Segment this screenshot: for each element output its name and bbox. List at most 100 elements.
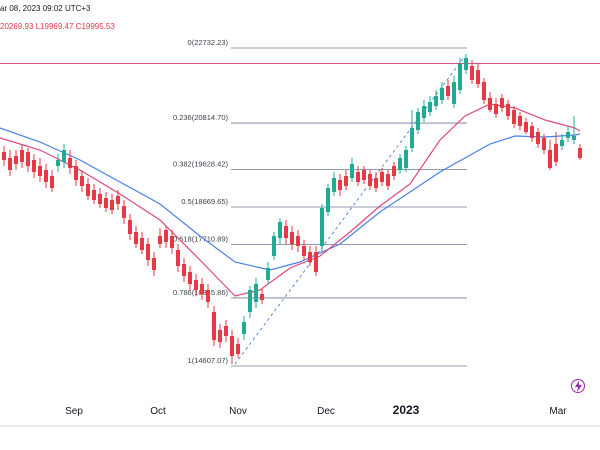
- candle[interactable]: [272, 232, 276, 260]
- candle[interactable]: [446, 80, 450, 100]
- candle[interactable]: [110, 194, 114, 214]
- candle[interactable]: [98, 188, 102, 208]
- candle[interactable]: [308, 246, 312, 266]
- candle[interactable]: [266, 262, 270, 284]
- candle[interactable]: [230, 330, 234, 364]
- candle[interactable]: [332, 172, 336, 196]
- candle[interactable]: [566, 126, 570, 142]
- candle[interactable]: [116, 190, 120, 210]
- candle[interactable]: [548, 140, 552, 170]
- candle[interactable]: [476, 64, 480, 88]
- candle[interactable]: [368, 170, 372, 190]
- candle[interactable]: [494, 98, 498, 118]
- candle[interactable]: [290, 226, 294, 250]
- candle[interactable]: [152, 252, 156, 276]
- candle[interactable]: [20, 144, 24, 168]
- candle[interactable]: [386, 170, 390, 190]
- candle[interactable]: [80, 170, 84, 192]
- candle[interactable]: [578, 144, 582, 160]
- candle[interactable]: [314, 246, 318, 276]
- candle[interactable]: [158, 228, 162, 248]
- candle[interactable]: [206, 284, 210, 308]
- candle[interactable]: [176, 244, 180, 272]
- candle[interactable]: [92, 184, 96, 204]
- fib-trend-line[interactable]: [234, 55, 466, 365]
- candle[interactable]: [284, 220, 288, 244]
- candle[interactable]: [338, 174, 342, 196]
- candle[interactable]: [362, 166, 366, 184]
- candle[interactable]: [32, 154, 36, 178]
- candle[interactable]: [128, 214, 132, 240]
- candle[interactable]: [320, 204, 324, 252]
- candle[interactable]: [464, 54, 468, 74]
- fast-moving-average[interactable]: [0, 103, 581, 297]
- candle[interactable]: [542, 134, 546, 154]
- candle[interactable]: [44, 164, 48, 188]
- candle[interactable]: [434, 90, 438, 110]
- candle[interactable]: [344, 170, 348, 190]
- candle[interactable]: [524, 118, 528, 134]
- candle[interactable]: [242, 316, 246, 340]
- candle[interactable]: [170, 230, 174, 254]
- candle[interactable]: [326, 184, 330, 216]
- candle[interactable]: [2, 146, 6, 166]
- candle[interactable]: [428, 96, 432, 116]
- candle[interactable]: [470, 60, 474, 84]
- candle[interactable]: [500, 94, 504, 112]
- candle[interactable]: [482, 78, 486, 104]
- candle[interactable]: [410, 110, 414, 152]
- candle[interactable]: [254, 278, 258, 308]
- candle[interactable]: [26, 148, 30, 172]
- candle[interactable]: [536, 128, 540, 148]
- candle[interactable]: [356, 166, 360, 186]
- candle[interactable]: [56, 154, 60, 172]
- candle[interactable]: [86, 178, 90, 200]
- candle[interactable]: [554, 132, 558, 166]
- candle[interactable]: [182, 258, 186, 282]
- candle[interactable]: [422, 100, 426, 122]
- candle[interactable]: [452, 76, 456, 108]
- candle[interactable]: [134, 226, 138, 248]
- candle[interactable]: [398, 154, 402, 174]
- candle[interactable]: [392, 162, 396, 180]
- candle[interactable]: [74, 160, 78, 186]
- candle[interactable]: [488, 92, 492, 112]
- candle[interactable]: [224, 320, 228, 342]
- candle[interactable]: [350, 158, 354, 182]
- lightning-icon[interactable]: [571, 379, 585, 393]
- candle[interactable]: [458, 58, 462, 94]
- candle[interactable]: [218, 324, 222, 348]
- candle[interactable]: [296, 230, 300, 252]
- candle[interactable]: [164, 226, 168, 248]
- candle[interactable]: [518, 112, 522, 130]
- candle[interactable]: [50, 170, 54, 192]
- candle[interactable]: [14, 150, 18, 170]
- candle[interactable]: [440, 82, 444, 104]
- candle[interactable]: [512, 106, 516, 128]
- candle[interactable]: [236, 338, 240, 358]
- candle[interactable]: [140, 232, 144, 254]
- candle[interactable]: [560, 134, 564, 150]
- candle[interactable]: [188, 266, 192, 290]
- candle[interactable]: [302, 240, 306, 260]
- candle[interactable]: [248, 286, 252, 318]
- candle[interactable]: [38, 158, 42, 182]
- candle[interactable]: [260, 288, 264, 304]
- slow-moving-average[interactable]: [0, 127, 581, 271]
- candle[interactable]: [380, 168, 384, 186]
- candle[interactable]: [62, 144, 66, 168]
- candle[interactable]: [572, 116, 576, 144]
- candle[interactable]: [122, 200, 126, 224]
- candle[interactable]: [146, 238, 150, 266]
- candle[interactable]: [506, 100, 510, 120]
- candle[interactable]: [404, 146, 408, 172]
- candle[interactable]: [194, 274, 198, 296]
- candle[interactable]: [374, 172, 378, 192]
- candle[interactable]: [416, 108, 420, 134]
- candle[interactable]: [200, 278, 204, 300]
- candle[interactable]: [530, 122, 534, 142]
- candle[interactable]: [278, 218, 282, 244]
- candle[interactable]: [8, 150, 12, 176]
- candle[interactable]: [212, 306, 216, 346]
